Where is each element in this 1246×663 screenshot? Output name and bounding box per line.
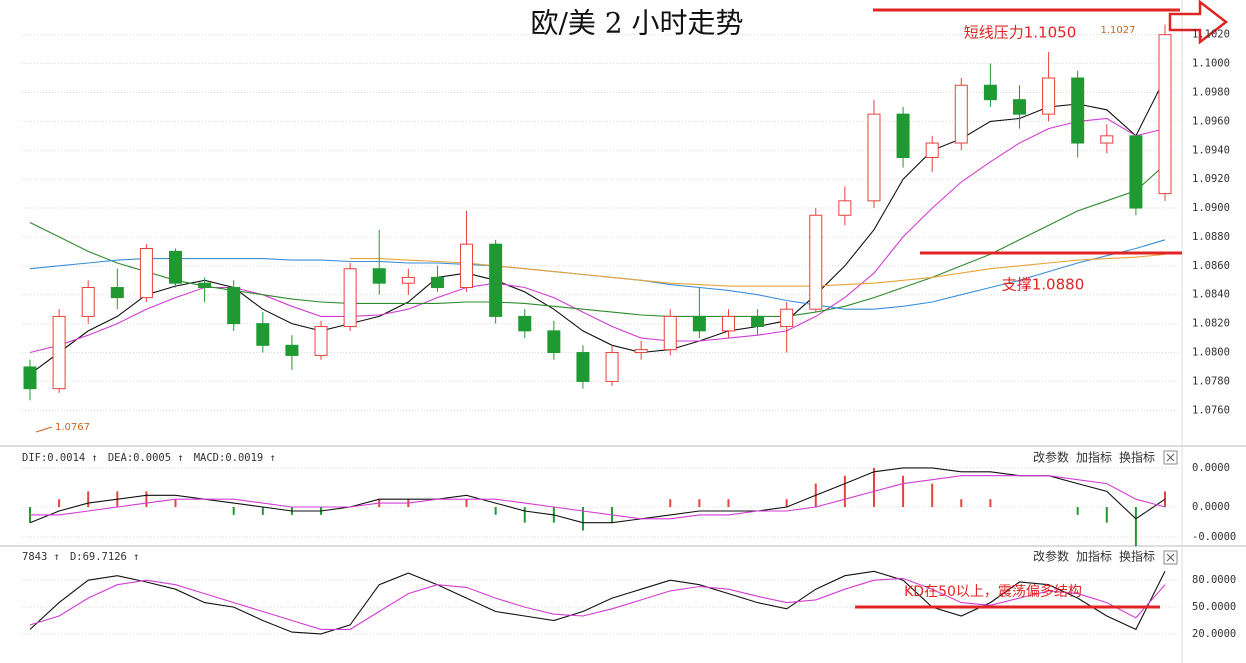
candle-body — [925, 142, 939, 158]
candle-body — [983, 84, 997, 101]
series-line — [29, 117, 1166, 354]
indicator-legend: DIF:0.0014 ↑ — [22, 452, 98, 464]
y-tick-label: 1.0960 — [1192, 115, 1230, 127]
y-tick-label: 1.0800 — [1192, 347, 1230, 359]
y-tick-label: 80.0000 — [1192, 574, 1236, 586]
candle-body — [518, 315, 532, 332]
y-tick-label: 1.0880 — [1192, 231, 1230, 243]
series-line — [29, 164, 1166, 317]
candle-body — [139, 248, 153, 299]
candle-body — [460, 243, 474, 289]
series-line — [350, 253, 1166, 287]
high-label: 1.1027 — [1101, 25, 1136, 36]
indicator-legend: DEA:0.0005 ↑ — [108, 452, 184, 464]
candle-body — [23, 366, 37, 390]
candle-body — [896, 113, 910, 158]
resistance-label: 短线压力1.1050 — [964, 24, 1077, 42]
series-line — [29, 77, 1166, 375]
candle-body — [227, 287, 241, 325]
y-tick-label: 1.0980 — [1192, 86, 1230, 98]
candle-body — [663, 315, 677, 351]
low-label: 1.0767 — [55, 422, 90, 433]
kd-note: KD在50以上，震荡偏多结构 — [904, 583, 1082, 600]
series-line — [29, 577, 1166, 630]
candle-body — [489, 243, 503, 317]
indicator-button[interactable]: 换指标 — [1119, 549, 1155, 564]
y-tick-label: 1.0780 — [1192, 375, 1230, 387]
candle-body — [576, 352, 590, 382]
y-tick-label: 1.1000 — [1192, 58, 1230, 70]
support-label: 支撑1.0880 — [1002, 276, 1085, 294]
candle-body — [721, 315, 735, 332]
candle-body — [634, 349, 648, 354]
series-line — [29, 570, 1166, 635]
indicator-button[interactable]: 加指标 — [1076, 450, 1112, 465]
indicator-button[interactable]: 换指标 — [1119, 450, 1155, 465]
candle-body — [1100, 135, 1114, 144]
indicator-button[interactable]: 加指标 — [1076, 549, 1112, 564]
candle-body — [751, 315, 765, 328]
candle-body — [256, 323, 270, 346]
candle-body — [198, 282, 212, 289]
y-tick-label: 1.0820 — [1192, 318, 1230, 330]
close-icon — [1166, 553, 1175, 562]
candle-body — [81, 287, 95, 317]
plot-layer — [22, 24, 1180, 635]
candle-body — [692, 315, 706, 332]
candle-body — [401, 276, 415, 284]
y-tick-label: 1.0860 — [1192, 260, 1230, 272]
y-tick-label: 1.0840 — [1192, 289, 1230, 301]
indicator-legend: D:69.7126 ↑ — [70, 551, 140, 563]
candle-body — [547, 330, 561, 354]
candle-body — [1158, 34, 1172, 195]
candle-body — [605, 352, 619, 382]
candle-body — [954, 84, 968, 144]
series-line — [30, 475, 1166, 520]
y-tick-label: 50.0000 — [1192, 601, 1236, 613]
y-tick-label: 1.0920 — [1192, 173, 1230, 185]
y-tick-label: -0.0000 — [1192, 531, 1236, 543]
indicator-button[interactable]: 改参数 — [1033, 450, 1069, 465]
candle-body — [838, 200, 852, 216]
indicator-legend: 7843 ↑ — [22, 551, 60, 563]
indicator-legend: MACD:0.0019 ↑ — [194, 452, 276, 464]
close-icon — [1166, 453, 1175, 462]
candle-body — [1012, 99, 1026, 115]
candle-body — [1071, 77, 1085, 144]
candle-body — [285, 344, 299, 356]
y-tick-label: 0.0000 — [1192, 501, 1230, 513]
y-tick-label: 1.0760 — [1192, 404, 1230, 416]
y-tick-label: 0.0000 — [1192, 462, 1230, 474]
indicator-button[interactable]: 改参数 — [1033, 549, 1069, 564]
candle-body — [809, 214, 823, 310]
series-line — [29, 467, 1166, 524]
candle-body — [169, 250, 183, 284]
y-tick-label: 1.0900 — [1192, 202, 1230, 214]
low-pointer — [35, 426, 53, 433]
candle-body — [110, 287, 124, 299]
candle-body — [372, 268, 386, 284]
candle-body — [430, 276, 444, 289]
candle-body — [314, 326, 328, 356]
candle-body — [343, 268, 357, 328]
candle-body — [1042, 77, 1056, 115]
y-tick-label: 20.0000 — [1192, 628, 1236, 640]
y-tick-label: 1.1020 — [1192, 29, 1230, 41]
chart-title: 欧/美 2 小时走势 — [530, 7, 743, 40]
candle-body — [780, 308, 794, 328]
candle-body — [52, 315, 66, 390]
y-tick-label: 1.0940 — [1192, 144, 1230, 156]
candle-body — [867, 113, 881, 202]
up-arrow — [1168, 0, 1229, 45]
candle-body — [1129, 135, 1143, 209]
